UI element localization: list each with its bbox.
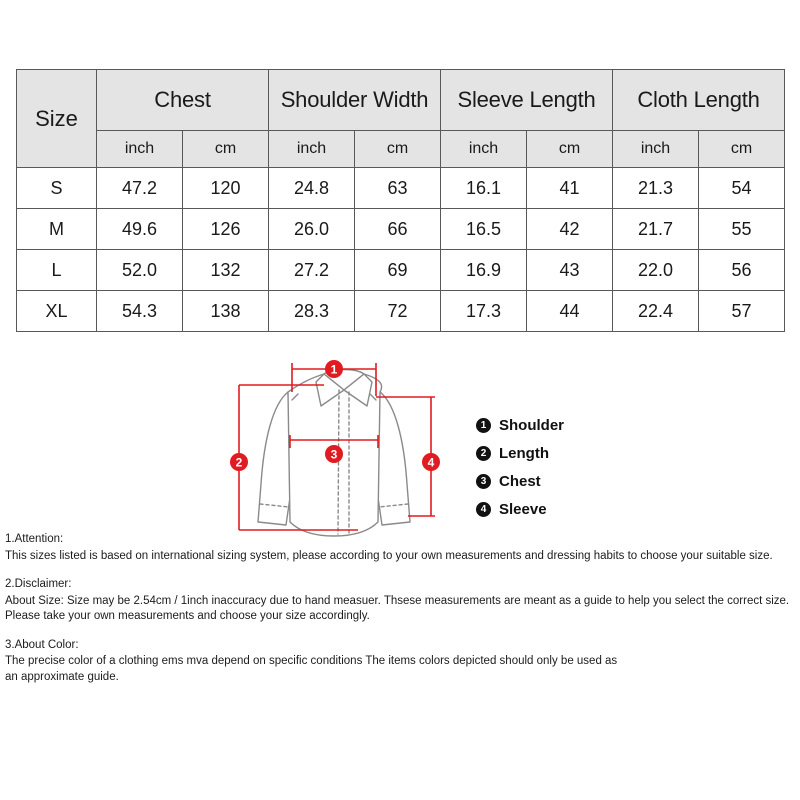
unit-header-chest-cm: cm: [181, 130, 270, 168]
unit-header-cloth-inch: inch: [612, 130, 700, 168]
cell-sleeve-inch: 16.5: [440, 208, 528, 250]
note-color-title: 3.About Color:: [5, 638, 79, 651]
note-spacer: [5, 566, 795, 579]
cell-shoulder-inch: 26.0: [268, 208, 356, 250]
table-row: L 52.0 132 27.2 69 16.9 43 22.0 56: [16, 249, 786, 291]
legend-item-length: 2 Length: [476, 439, 626, 467]
cell-sleeve-cm: 44: [526, 290, 614, 332]
cell-chest-cm: 120: [181, 167, 270, 209]
footer-notes: 1.Attention: This sizes listed is based …: [5, 533, 795, 687]
note-color-body-line-2: an approximate guide.: [5, 670, 119, 683]
table-header-row-main: Size Chest Shoulder Width Sleeve Length …: [16, 69, 786, 168]
legend-label-length: Length: [499, 444, 549, 462]
column-header-size: Size: [16, 69, 97, 168]
cell-shoulder-cm: 66: [354, 208, 442, 250]
note-attention-body: This sizes listed is based on internatio…: [5, 549, 773, 562]
cell-shoulder-cm: 72: [354, 290, 442, 332]
svg-text:2: 2: [236, 456, 243, 470]
note-spacer: [5, 627, 795, 640]
cell-cloth-cm: 54: [698, 167, 786, 209]
legend-badge-3-icon: 3: [476, 473, 491, 489]
table-header-row-units: inch cm inch cm inch cm inch cm: [17, 130, 786, 168]
cell-cloth-cm: 56: [698, 249, 786, 291]
marker-4-sleeve-icon: [422, 453, 440, 471]
cell-size: M: [16, 208, 97, 250]
cell-shoulder-inch: 24.8: [268, 167, 356, 209]
cell-cloth-inch: 21.3: [612, 167, 700, 209]
cell-chest-inch: 49.6: [96, 208, 183, 250]
measurement-legend: 1 Shoulder 2 Length 3 Chest 4 Sleeve: [476, 411, 626, 523]
column-header-chest: Chest: [95, 69, 270, 131]
legend-item-shoulder: 1 Shoulder: [476, 411, 626, 439]
cell-chest-cm: 126: [181, 208, 270, 250]
shirt-measurement-diagram: 1 2 3 4: [230, 360, 440, 537]
cell-cloth-cm: 55: [698, 208, 786, 250]
table-header: Size Chest Shoulder Width Sleeve Length …: [16, 69, 786, 168]
unit-header-sleeve-cm: cm: [526, 130, 614, 168]
legend-badge-2-icon: 2: [476, 445, 491, 461]
marker-3-chest-icon: [325, 445, 343, 463]
legend-item-chest: 3 Chest: [476, 467, 626, 495]
legend-label-chest: Chest: [499, 472, 541, 490]
table-row: S 47.2 120 24.8 63 16.1 41 21.3 54: [16, 167, 786, 209]
svg-text:1: 1: [331, 363, 338, 377]
cell-shoulder-inch: 27.2: [268, 249, 356, 291]
table-row: XL 54.3 138 28.3 72 17.3 44 22.4 57: [16, 290, 786, 332]
note-disclaimer-title: 2.Disclaimer:: [5, 578, 72, 590]
unit-header-shoulder-inch: inch: [268, 130, 356, 168]
size-chart-table-container: Size Chest Shoulder Width Sleeve Length …: [16, 69, 786, 332]
legend-item-sleeve: 4 Sleeve: [476, 495, 626, 523]
cell-size: L: [16, 249, 97, 291]
legend-label-shoulder: Shoulder: [499, 416, 565, 434]
cell-shoulder-cm: 63: [354, 167, 442, 209]
cell-sleeve-cm: 42: [526, 208, 614, 250]
marker-2-length-icon: [230, 453, 248, 471]
measurement-diagram-area: 1 2 3 4 1 Shoulder 2 Length 3 Chest 4 Sl…: [0, 340, 800, 545]
cell-sleeve-inch: 16.9: [440, 249, 528, 291]
cell-size: S: [16, 167, 97, 209]
measurement-markers: 1 2 3 4: [230, 360, 440, 471]
note-disclaimer-body-line-2: Please take your own measurements and ch…: [5, 610, 370, 622]
unit-header-shoulder-cm: cm: [354, 130, 442, 168]
cell-sleeve-cm: 41: [526, 167, 614, 209]
svg-text:4: 4: [428, 456, 435, 470]
legend-label-sleeve: Sleeve: [499, 500, 547, 518]
cell-shoulder-cm: 69: [354, 249, 442, 291]
column-header-shoulder-width: Shoulder Width: [268, 69, 442, 131]
svg-text:3: 3: [331, 448, 338, 462]
cell-chest-cm: 138: [181, 290, 270, 332]
size-chart-table: Size Chest Shoulder Width Sleeve Length …: [16, 69, 786, 332]
legend-badge-4-icon: 4: [476, 501, 491, 517]
unit-header-sleeve-inch: inch: [440, 130, 528, 168]
column-header-cloth-length: Cloth Length: [612, 69, 786, 131]
legend-badge-1-icon: 1: [476, 417, 491, 433]
cell-cloth-inch: 22.0: [612, 249, 700, 291]
cell-cloth-inch: 22.4: [612, 290, 700, 332]
note-color-body-line-1: The precise color of a clothing ems mva …: [5, 655, 618, 667]
cell-chest-inch: 54.3: [96, 290, 183, 332]
note-attention-title: 1.Attention:: [5, 533, 64, 545]
column-header-sleeve-length: Sleeve Length: [440, 69, 614, 131]
unit-header-chest-inch: inch: [96, 130, 183, 168]
note-disclaimer-body-line-1: About Size: Size may be 2.54cm / 1inch i…: [5, 594, 790, 607]
table-row: M 49.6 126 26.0 66 16.5 42 21.7 55: [16, 208, 786, 250]
cell-chest-cm: 132: [181, 249, 270, 291]
unit-header-cloth-cm: cm: [698, 130, 786, 168]
measurement-guides: [238, 363, 435, 531]
cell-shoulder-inch: 28.3: [268, 290, 356, 332]
marker-1-shoulder-icon: [325, 360, 343, 378]
cell-sleeve-inch: 17.3: [440, 290, 528, 332]
cell-sleeve-cm: 43: [526, 249, 614, 291]
cell-sleeve-inch: 16.1: [440, 167, 528, 209]
cell-cloth-inch: 21.7: [612, 208, 700, 250]
cell-chest-inch: 52.0: [96, 249, 183, 291]
cell-size: XL: [16, 290, 97, 332]
table-body: S 47.2 120 24.8 63 16.1 41 21.3 54 M 49.…: [16, 167, 786, 332]
cell-cloth-cm: 57: [698, 290, 786, 332]
cell-chest-inch: 47.2: [96, 167, 183, 209]
